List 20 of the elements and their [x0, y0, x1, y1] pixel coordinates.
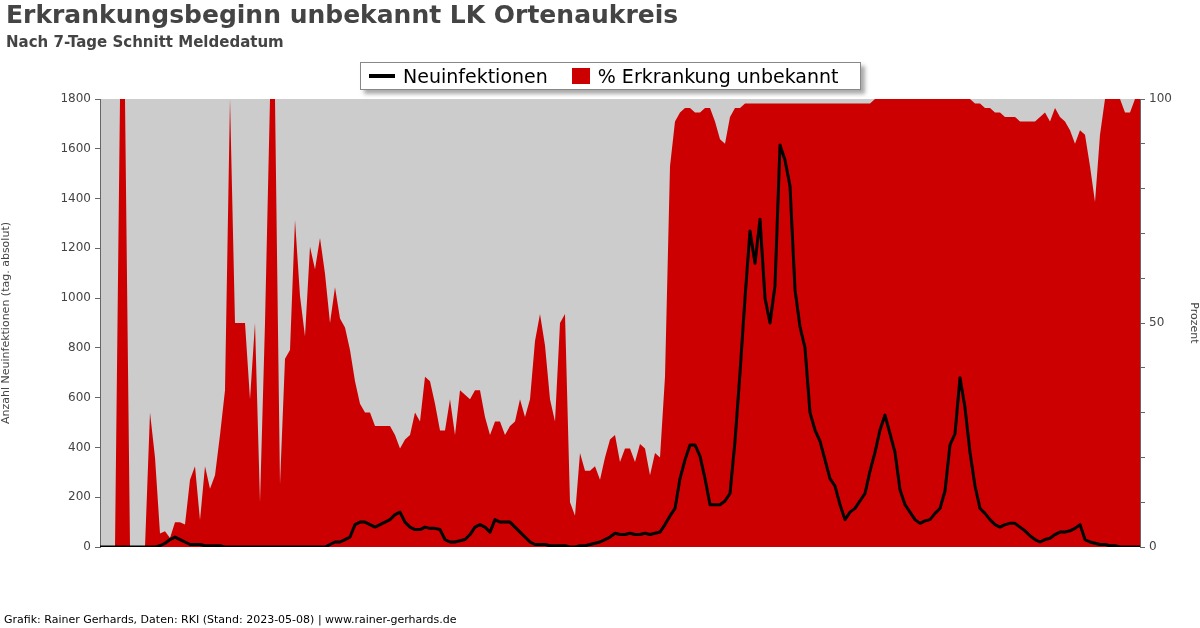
y-tick-label: 600: [68, 389, 91, 404]
y-tick-label: 1200: [60, 240, 91, 255]
legend-label: Neuinfektionen: [403, 65, 548, 87]
y-tick-label: 1600: [60, 140, 91, 155]
y-tick-label: 400: [68, 439, 91, 454]
text: Grafik: Rainer Gerhards, Daten: RKI (Stand: 2023-05-08) | www.rainer-gerhards.de: [4, 613, 457, 626]
y-tick-label: 1000: [60, 290, 91, 305]
y-tick-label: 0: [83, 539, 91, 554]
y-tick-label: 200: [68, 489, 91, 504]
y2-axis-title: Prozent: [1187, 302, 1200, 345]
y2-tick-label: 50: [1149, 315, 1165, 330]
y-tick-label: 1400: [60, 190, 91, 205]
chart-subtitle: Nach 7-Tage Schnitt Meldedatum: [6, 33, 284, 51]
legend-label: % Erkrankung unbekannt: [597, 65, 839, 87]
y-tick-label: 1800: [60, 91, 91, 106]
chart-title: Erkrankungsbeginn unbekannt LK Ortenaukreis: [6, 0, 679, 29]
y2-tick-label: 0: [1149, 539, 1157, 554]
y-tick-label: 800: [68, 340, 91, 355]
y-axis-title: Anzahl Neuinfektionen (tag. absolut): [0, 222, 13, 424]
y2-tick-label: 100: [1149, 91, 1172, 106]
